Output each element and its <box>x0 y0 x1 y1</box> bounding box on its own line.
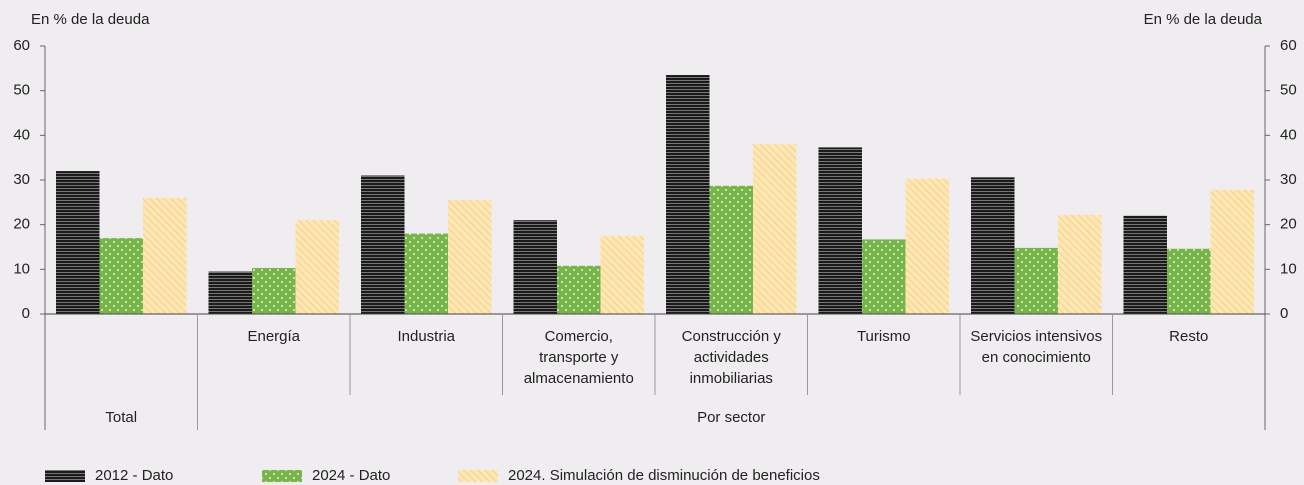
y2-tick-label: 30 <box>1280 171 1297 188</box>
bar <box>143 197 187 314</box>
legend-swatch <box>262 470 302 482</box>
bar <box>600 235 644 314</box>
category-label-box: Energía <box>247 328 301 345</box>
y-tick-label: 20 <box>13 216 30 233</box>
x-tick-label: Servicios intensivos en conocimiento <box>970 328 1103 366</box>
x-tick-label: Resto <box>1169 328 1209 345</box>
category-label-box: Turismo <box>856 328 911 345</box>
y-axis-title: En % de la deuda <box>31 11 150 28</box>
y-tick-label: 10 <box>13 260 30 277</box>
y2-tick-label: 0 <box>1280 305 1288 322</box>
bar <box>557 265 601 314</box>
bar <box>99 238 143 314</box>
bar <box>1210 189 1254 314</box>
y2-tick-label: 20 <box>1280 216 1297 233</box>
bar <box>818 147 862 314</box>
category-label-box: Servicios intensivos en conocimiento <box>970 328 1103 366</box>
bar <box>753 144 797 314</box>
bar <box>513 220 557 314</box>
y2-tick-label: 60 <box>1280 37 1297 54</box>
legend-label: 2024 - Dato <box>312 467 390 484</box>
y2-axis-title: En % de la deuda <box>1144 11 1263 28</box>
y2-tick-label: 50 <box>1280 82 1297 99</box>
bar <box>1167 248 1211 314</box>
bar <box>1123 215 1167 314</box>
category-label-box: Resto <box>1169 328 1209 345</box>
group-label: Por sector <box>697 409 765 426</box>
x-tick-label: Industria <box>397 328 456 345</box>
legend-label: 2024. Simulación de disminución de benef… <box>508 467 820 484</box>
bar <box>666 75 710 315</box>
category-label-box: Construcción y actividades inmobiliarias <box>681 328 781 387</box>
y-tick-label: 0 <box>22 305 30 322</box>
y-tick-label: 40 <box>13 126 30 143</box>
bar <box>905 178 949 314</box>
bar <box>709 185 753 314</box>
legend-swatch <box>45 470 85 482</box>
x-tick-label: Construcción y actividades inmobiliarias <box>681 328 781 387</box>
bar <box>448 200 492 314</box>
bar <box>295 220 339 314</box>
y-tick-label: 50 <box>13 82 30 99</box>
x-tick-label: Energía <box>247 328 301 345</box>
bar <box>1058 214 1102 314</box>
x-tick-label: Turismo <box>856 328 911 345</box>
bar <box>1014 247 1058 314</box>
legend-label: 2012 - Dato <box>95 467 173 484</box>
bar <box>208 271 252 314</box>
y2-tick-label: 40 <box>1280 126 1297 143</box>
y2-tick-label: 10 <box>1280 260 1297 277</box>
bar <box>862 239 906 314</box>
group-label: Total <box>105 409 137 426</box>
category-label-box: Comercio, transporte y almacenamiento <box>523 328 634 387</box>
bar <box>971 177 1015 314</box>
y-tick-label: 60 <box>13 37 30 54</box>
bar <box>56 171 100 314</box>
x-tick-label: Comercio, transporte y almacenamiento <box>523 328 634 387</box>
bar <box>404 233 448 314</box>
bar <box>252 267 296 314</box>
y-tick-label: 30 <box>13 171 30 188</box>
bar <box>361 175 405 314</box>
legend-swatch <box>458 470 498 482</box>
category-label-box: Industria <box>397 328 456 345</box>
